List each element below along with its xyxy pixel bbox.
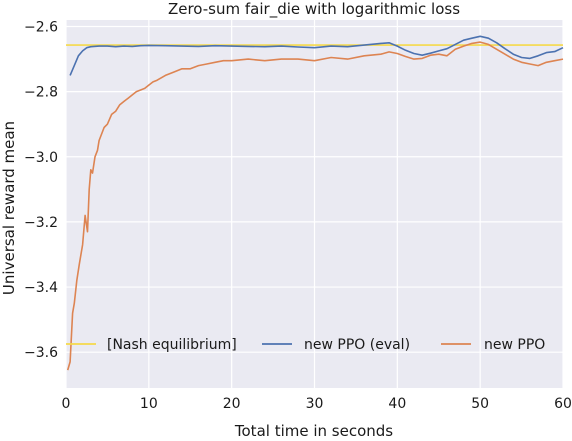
y-tick-label: −3.6	[24, 345, 58, 361]
series-layer	[66, 35, 564, 371]
axis-ticks: 0 10 20 30 40 50 60 −2.6 −2.8 −3.0 −3.2 −3.4 −3.6	[24, 20, 572, 412]
x-tick-label: 0	[62, 396, 71, 412]
y-tick-label: −3.0	[24, 150, 58, 166]
x-tick-label: 10	[140, 396, 158, 412]
x-axis-label: Total time in seconds	[234, 422, 393, 440]
y-axis-label: Universal reward mean	[0, 121, 18, 295]
legend: [Nash equilibrium] new PPO (eval) new PPO	[66, 337, 545, 353]
y-tick-label: −2.6	[24, 20, 58, 36]
legend-item-ppo-label: new PPO	[484, 337, 545, 353]
grid-lines	[65, 20, 564, 388]
ppo-eval-series-line	[69, 35, 564, 76]
x-tick-label: 50	[471, 396, 489, 412]
y-tick-label: −3.2	[24, 215, 58, 231]
chart-title: Zero-sum fair_die with logarithmic loss	[168, 0, 460, 19]
x-tick-label: 20	[223, 396, 241, 412]
x-tick-label: 30	[306, 396, 324, 412]
x-tick-label: 40	[388, 396, 406, 412]
legend-item-ppo-eval-label: new PPO (eval)	[304, 337, 410, 353]
y-tick-label: −2.8	[24, 85, 58, 101]
legend-item-nash-label: [Nash equilibrium]	[107, 337, 237, 353]
y-tick-label: −3.4	[24, 280, 58, 296]
ppo-series-line	[66, 41, 564, 371]
x-tick-label: 60	[554, 396, 572, 412]
